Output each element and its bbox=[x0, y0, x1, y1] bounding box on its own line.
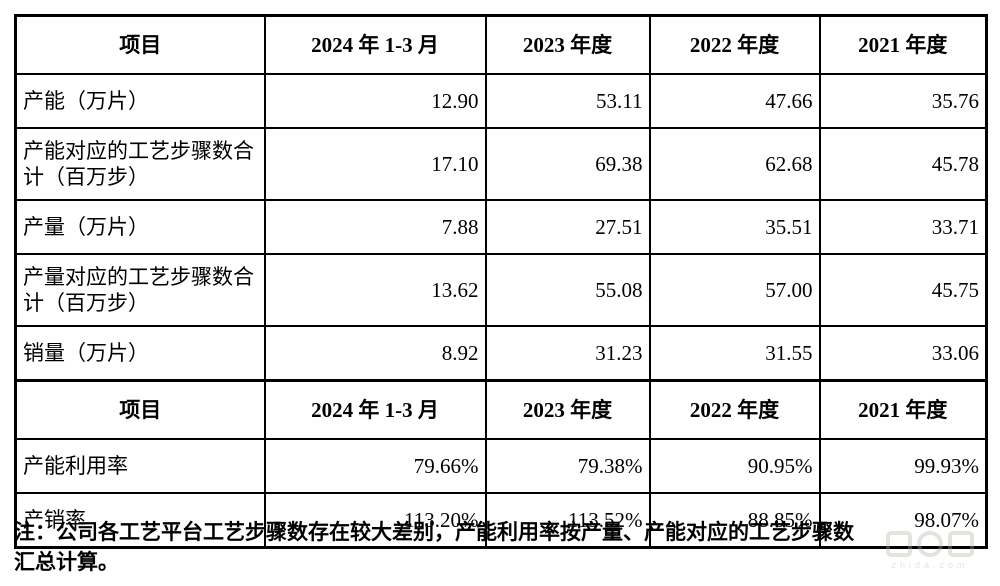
table-header-row: 项目 2024 年 1-3 月 2023 年度 2022 年度 2021 年度 bbox=[14, 14, 988, 75]
cell-value: 31.23 bbox=[484, 325, 651, 382]
column-header: 2024 年 1-3 月 bbox=[263, 379, 487, 440]
row-label: 产销率 bbox=[14, 492, 266, 549]
column-header: 项目 bbox=[14, 379, 266, 440]
table-row: 产销率 113.20% 113.52% 88.85% 98.07% bbox=[14, 492, 988, 549]
table-row: 产量对应的工艺步骤数合计（百万步） 13.62 55.08 57.00 45.7… bbox=[14, 253, 988, 327]
table-row: 产能对应的工艺步骤数合计（百万步） 17.10 69.38 62.68 45.7… bbox=[14, 127, 988, 201]
cell-value: 45.75 bbox=[818, 253, 988, 327]
cell-value: 90.95% bbox=[648, 438, 821, 494]
column-header: 2021 年度 bbox=[818, 14, 988, 75]
cell-value: 99.93% bbox=[818, 438, 988, 494]
cell-value: 113.20% bbox=[263, 492, 487, 549]
column-header: 2023 年度 bbox=[484, 379, 651, 440]
cell-value: 55.08 bbox=[484, 253, 651, 327]
footnote: 注：公司各工艺平台工艺步骤数存在较大差别，产能利用率按产量、产能对应的工艺步骤数… bbox=[14, 518, 976, 578]
column-header: 2022 年度 bbox=[648, 379, 821, 440]
row-label: 销量（万片） bbox=[14, 325, 266, 382]
cell-value: 47.66 bbox=[648, 73, 821, 129]
cell-value: 13.62 bbox=[263, 253, 487, 327]
cell-value: 79.66% bbox=[263, 438, 487, 494]
cell-value: 88.85% bbox=[648, 492, 821, 549]
cell-value: 98.07% bbox=[818, 492, 988, 549]
column-header: 2023 年度 bbox=[484, 14, 651, 75]
cell-value: 79.38% bbox=[484, 438, 651, 494]
cell-value: 69.38 bbox=[484, 127, 651, 201]
row-label: 产能利用率 bbox=[14, 438, 266, 494]
column-header: 2022 年度 bbox=[648, 14, 821, 75]
footnote-line-2: 汇总计算。 bbox=[14, 550, 119, 574]
cell-value: 8.92 bbox=[263, 325, 487, 382]
cell-value: 33.06 bbox=[818, 325, 988, 382]
table-row: 产能利用率 79.66% 79.38% 90.95% 99.93% bbox=[14, 438, 988, 494]
column-header: 2024 年 1-3 月 bbox=[263, 14, 487, 75]
cell-value: 57.00 bbox=[648, 253, 821, 327]
cell-value: 45.78 bbox=[818, 127, 988, 201]
row-label: 产量（万片） bbox=[14, 199, 266, 255]
cell-value: 35.76 bbox=[818, 73, 988, 129]
row-label: 产量对应的工艺步骤数合计（百万步） bbox=[14, 253, 266, 327]
row-label: 产能对应的工艺步骤数合计（百万步） bbox=[14, 127, 266, 201]
column-header: 项目 bbox=[14, 14, 266, 75]
cell-value: 33.71 bbox=[818, 199, 988, 255]
table-header-row: 项目 2024 年 1-3 月 2023 年度 2022 年度 2021 年度 bbox=[14, 379, 988, 440]
cell-value: 62.68 bbox=[648, 127, 821, 201]
cell-value: 113.52% bbox=[484, 492, 651, 549]
row-label: 产能（万片） bbox=[14, 73, 266, 129]
footnote-line-1: 注：公司各工艺平台工艺步骤数存在较大差别，产能利用率按产量、产能对应的工艺步骤数 bbox=[14, 521, 854, 544]
table-row: 产量（万片） 7.88 27.51 35.51 33.71 bbox=[14, 199, 988, 255]
cell-value: 27.51 bbox=[484, 199, 651, 255]
cell-value: 31.55 bbox=[648, 325, 821, 382]
cell-value: 35.51 bbox=[648, 199, 821, 255]
cell-value: 53.11 bbox=[484, 73, 651, 129]
table-row: 销量（万片） 8.92 31.23 31.55 33.06 bbox=[14, 325, 988, 382]
cell-value: 7.88 bbox=[263, 199, 487, 255]
column-header: 2021 年度 bbox=[818, 379, 988, 440]
data-table: 项目 2024 年 1-3 月 2023 年度 2022 年度 2021 年度 … bbox=[14, 14, 988, 549]
cell-value: 12.90 bbox=[263, 73, 487, 129]
table-row: 产能（万片） 12.90 53.11 47.66 35.76 bbox=[14, 73, 988, 129]
cell-value: 17.10 bbox=[263, 127, 487, 201]
